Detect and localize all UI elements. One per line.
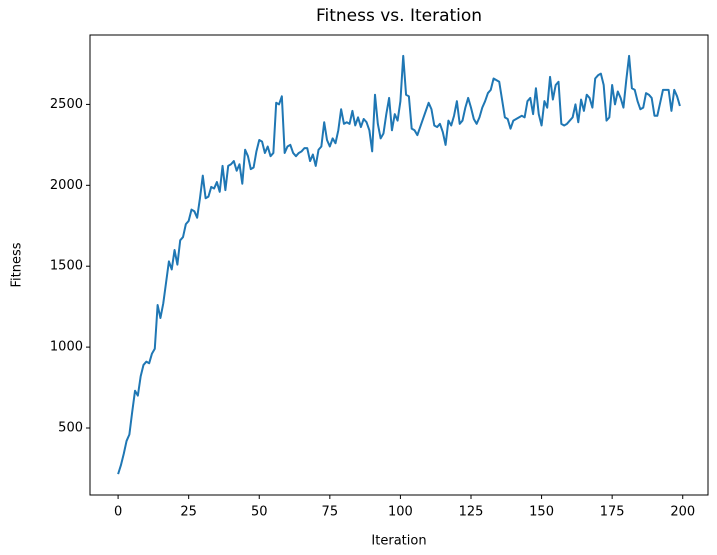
y-axis-label: Fitness xyxy=(10,242,25,287)
y-tick-label: 2000 xyxy=(50,178,83,193)
x-axis-label: Iteration xyxy=(371,534,426,549)
plot-frame xyxy=(89,34,709,496)
data-line xyxy=(117,54,681,475)
x-tick-label: 25 xyxy=(180,505,197,520)
x-tick-label: 125 xyxy=(459,505,484,520)
x-tick-label: 175 xyxy=(600,505,625,520)
x-tick-label: 200 xyxy=(670,505,695,520)
x-tick-label: 150 xyxy=(529,505,554,520)
y-tick-label: 500 xyxy=(58,421,83,436)
y-tick-label: 1000 xyxy=(50,340,83,355)
chart-title: Fitness vs. Iteration xyxy=(316,6,482,26)
y-tick-label: 2500 xyxy=(50,97,83,112)
y-tick-label: 1500 xyxy=(50,259,83,274)
x-tick-label: 100 xyxy=(388,505,413,520)
x-tick-label: 0 xyxy=(114,505,122,520)
x-tick-label: 50 xyxy=(251,505,268,520)
x-tick-label: 75 xyxy=(322,505,339,520)
